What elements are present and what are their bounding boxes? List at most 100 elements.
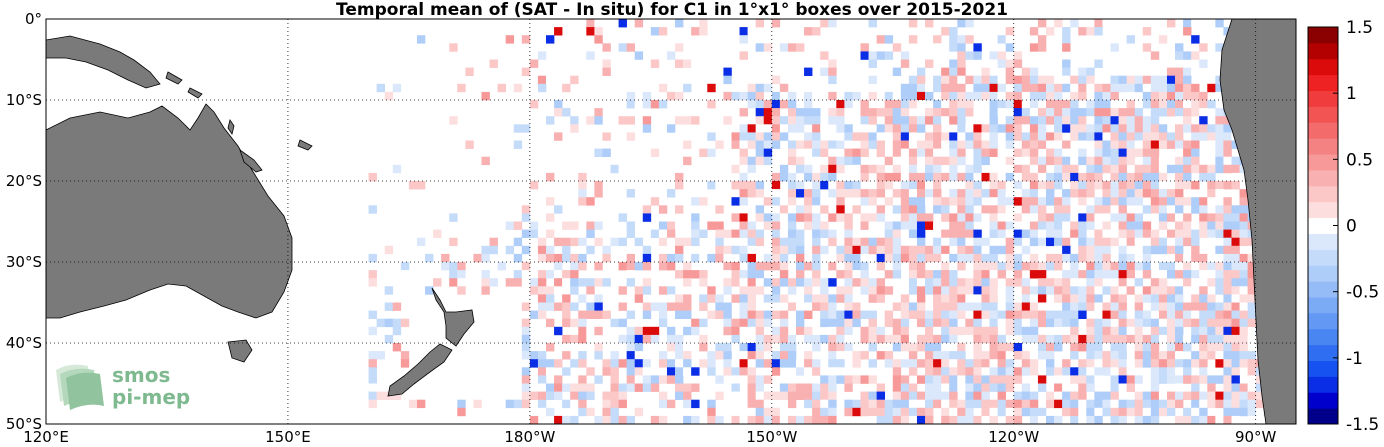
data-cell (1158, 221, 1168, 230)
data-cell (1062, 270, 1071, 279)
data-cell (908, 407, 918, 417)
data-cell (828, 229, 837, 238)
data-cell (618, 286, 627, 295)
data-cell (618, 19, 627, 28)
data-cell (1005, 351, 1015, 360)
data-cell (1029, 140, 1039, 149)
data-cell (771, 294, 781, 303)
data-cell (1239, 262, 1248, 271)
data-cell (658, 27, 668, 36)
data-cell (1239, 221, 1248, 230)
data-cell (554, 132, 563, 141)
data-cell (707, 399, 716, 409)
data-cell (1102, 108, 1111, 117)
data-cell (683, 294, 692, 303)
data-cell (642, 326, 652, 336)
data-cell (1013, 83, 1023, 93)
data-cell (416, 237, 426, 247)
data-cell (578, 383, 587, 392)
data-cell (1126, 116, 1136, 125)
data-cell (957, 67, 966, 76)
data-cell (1166, 302, 1176, 311)
data-cell (1166, 237, 1176, 247)
data-cell (852, 148, 861, 157)
data-cell (546, 75, 555, 85)
data-cell (973, 75, 982, 85)
data-cell (666, 367, 676, 376)
data-cell (1118, 343, 1127, 352)
data-cell (1191, 310, 1200, 319)
data-cell (1191, 278, 1200, 287)
data-cell (779, 124, 789, 133)
data-cell (1183, 391, 1192, 400)
data-cell (820, 399, 829, 409)
data-cell (796, 181, 805, 190)
data-cell (1215, 262, 1224, 271)
data-cell (981, 375, 990, 384)
data-cell (562, 383, 571, 392)
data-cell (658, 343, 668, 352)
data-cell (1086, 302, 1095, 311)
data-cell (400, 351, 410, 360)
data-cell (908, 334, 918, 344)
data-cell (755, 172, 765, 182)
data-cell (634, 367, 644, 376)
data-cell (594, 375, 603, 384)
data-cell (715, 310, 724, 319)
data-cell (828, 237, 837, 247)
data-cell (521, 67, 531, 76)
data-cell (941, 75, 950, 85)
data-cell (546, 359, 555, 368)
data-cell (949, 294, 958, 303)
data-cell (683, 156, 692, 166)
data-cell (763, 43, 773, 52)
data-cell (739, 148, 748, 157)
data-cell (1021, 262, 1031, 271)
data-cell (916, 407, 926, 417)
data-cell (1150, 164, 1160, 174)
data-cell (1239, 294, 1248, 303)
data-cell (763, 318, 773, 328)
data-cell (755, 270, 765, 279)
data-cell (739, 343, 748, 352)
data-cell (1118, 375, 1127, 384)
data-cell (812, 205, 821, 214)
data-cell (1046, 132, 1055, 141)
data-cell (868, 132, 877, 141)
data-cell (933, 35, 942, 44)
data-cell (957, 116, 966, 125)
data-cell (739, 156, 748, 166)
data-cell (981, 407, 990, 417)
data-cell (868, 91, 877, 101)
data-cell (554, 253, 563, 263)
data-cell (1142, 245, 1152, 255)
data-cell (957, 156, 966, 166)
data-cell (1054, 140, 1063, 149)
data-cell (941, 286, 950, 295)
data-cell (666, 286, 676, 295)
data-cell (1013, 253, 1023, 263)
data-cell (868, 221, 877, 230)
data-cell (925, 310, 934, 319)
data-cell (1231, 286, 1240, 295)
data-cell (570, 116, 579, 125)
data-cell (1070, 108, 1079, 117)
data-cell (1183, 221, 1192, 230)
data-cell (626, 91, 636, 101)
data-cell (1110, 43, 1119, 52)
data-cell (731, 262, 740, 271)
data-cell (1223, 383, 1232, 392)
data-cell (1175, 181, 1184, 190)
data-cell (1183, 302, 1192, 311)
data-cell (1046, 237, 1055, 247)
data-cell (1005, 75, 1015, 85)
data-cell (1094, 286, 1103, 295)
data-cell (691, 27, 700, 36)
data-cell (860, 213, 869, 222)
data-cell (949, 237, 958, 247)
data-cell (658, 286, 668, 295)
data-cell (997, 35, 1006, 44)
data-cell (529, 278, 539, 287)
data-cell (1037, 156, 1047, 166)
data-cell (965, 229, 974, 238)
